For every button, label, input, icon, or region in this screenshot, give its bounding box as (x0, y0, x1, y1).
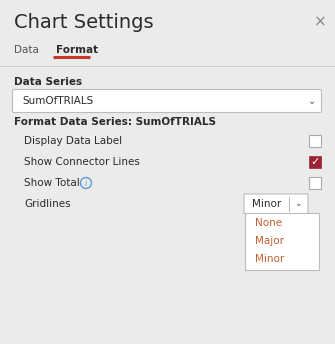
Text: SumOfTRIALS: SumOfTRIALS (22, 96, 93, 106)
Bar (309, 135, 321, 147)
Text: Data: Data (14, 45, 39, 55)
FancyBboxPatch shape (244, 194, 308, 214)
Text: ✓: ✓ (310, 158, 320, 168)
Bar (309, 156, 321, 168)
Text: Chart Settings: Chart Settings (14, 12, 154, 32)
Text: Gridlines: Gridlines (24, 199, 71, 209)
Text: Data Series: Data Series (14, 77, 82, 87)
Text: ⌄: ⌄ (294, 200, 302, 208)
Text: Show Total: Show Total (24, 178, 80, 188)
Text: i: i (85, 179, 87, 187)
Text: Minor: Minor (255, 254, 284, 264)
Text: ×: × (314, 14, 326, 30)
Text: Format: Format (56, 45, 98, 55)
Text: None: None (255, 218, 282, 228)
Text: Minor: Minor (252, 199, 281, 209)
Text: Major: Major (255, 236, 284, 246)
FancyBboxPatch shape (12, 89, 322, 112)
Text: Display Data Label: Display Data Label (24, 136, 122, 146)
Text: Show Connector Lines: Show Connector Lines (24, 157, 140, 167)
Text: ⌄: ⌄ (308, 96, 316, 106)
FancyBboxPatch shape (245, 213, 319, 270)
Text: Format Data Series: SumOfTRIALS: Format Data Series: SumOfTRIALS (14, 117, 216, 127)
Bar (309, 177, 321, 189)
